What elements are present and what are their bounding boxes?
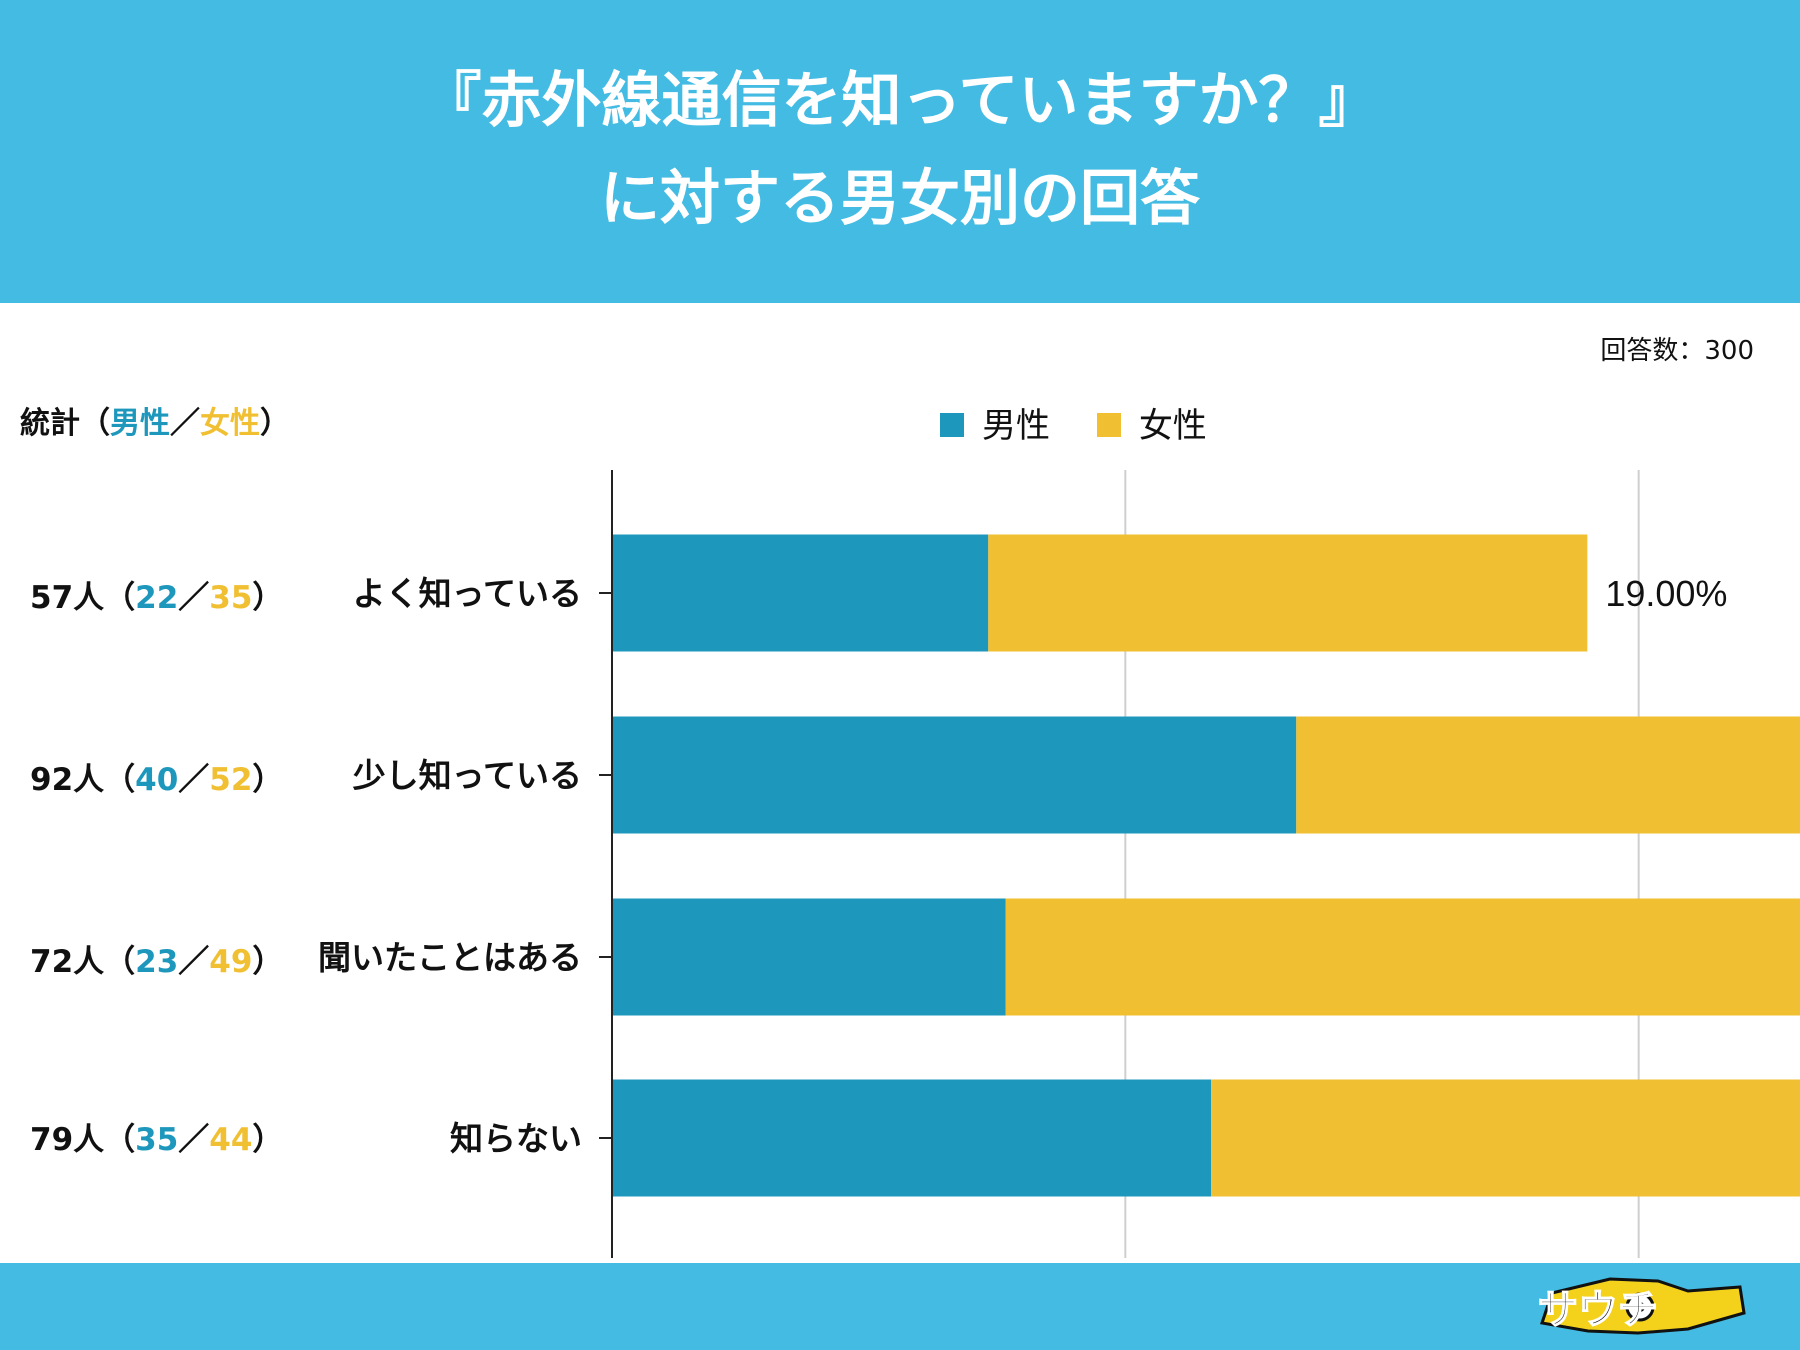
stat-close: ）: [252, 580, 284, 616]
bar-female: [1005, 898, 1800, 1016]
bar-male: [612, 534, 989, 652]
stat-total: 72人（: [30, 944, 136, 980]
stat-row: 72人（23／49）: [30, 936, 283, 981]
stat-male: 23: [135, 944, 179, 980]
stat-close: ）: [252, 762, 284, 798]
chart-legend: 男性 女性: [940, 398, 1243, 447]
stats-header-close: ）: [260, 406, 290, 441]
header-banner: 『赤外線通信を知っていますか？』 に対する男女別の回答: [0, 0, 1800, 303]
footer-banner: サウチ: [0, 1263, 1800, 1350]
stats-header-female: 女性: [200, 406, 260, 441]
title-line-1: 『赤外線通信を知っていますか？』: [421, 66, 1379, 136]
bar-male: [612, 716, 1297, 834]
legend-swatch-male: [940, 412, 964, 437]
bar-male: [612, 898, 1006, 1016]
stat-close: ）: [252, 1122, 284, 1158]
logo-text: サウチ: [1538, 1287, 1658, 1333]
stat-sep: ／: [178, 762, 210, 798]
legend-item-male: 男性: [940, 398, 1050, 447]
category-label: 聞いたことはある: [318, 938, 582, 977]
stat-female: 35: [209, 580, 253, 616]
legend-item-female: 女性: [1096, 398, 1207, 447]
stat-total: 57人（: [30, 580, 136, 616]
stat-total: 79人（: [30, 1122, 136, 1158]
legend-label-female: 女性: [1138, 406, 1207, 446]
stat-female: 49: [209, 944, 253, 980]
brand-logo: サウチ: [1537, 1277, 1746, 1335]
stat-sep: ／: [178, 580, 210, 616]
data-label: 19.00%: [1605, 573, 1727, 614]
legend-label-male: 男性: [982, 406, 1050, 446]
stats-header-sep: ／: [170, 406, 200, 441]
stats-header: 統計（男性／女性）: [20, 398, 290, 442]
title-line-2: に対する男女別の回答: [600, 164, 1200, 234]
stat-row: 57人（22／35）: [30, 572, 283, 617]
stat-female: 52: [209, 762, 253, 798]
stat-female: 44: [209, 1122, 253, 1158]
legend-swatch-female: [1096, 412, 1121, 437]
bar-male: [612, 1079, 1212, 1197]
bar-female: [1296, 716, 1800, 834]
stat-sep: ／: [178, 1122, 210, 1158]
stat-total: 92人（: [30, 762, 136, 798]
stat-sep: ／: [178, 944, 210, 980]
page-title: 『赤外線通信を知っていますか？』 に対する男女別の回答: [0, 52, 1800, 248]
stat-row: 92人（40／52）: [30, 754, 283, 799]
stat-male: 22: [135, 580, 179, 616]
stat-row: 79人（35／44）: [30, 1114, 283, 1159]
stat-male: 40: [135, 762, 179, 798]
category-label: 少し知っている: [353, 756, 582, 795]
respondent-count: 回答数：300: [1600, 336, 1754, 366]
stats-header-label: 統計（: [20, 406, 110, 441]
stat-close: ）: [252, 944, 284, 980]
stats-header-male: 男性: [110, 406, 170, 441]
stat-male: 35: [135, 1122, 179, 1158]
bar-female: [988, 534, 1588, 652]
bar-female: [1211, 1079, 1800, 1197]
category-label: 知らない: [450, 1119, 582, 1158]
category-label: よく知っている: [353, 574, 582, 613]
